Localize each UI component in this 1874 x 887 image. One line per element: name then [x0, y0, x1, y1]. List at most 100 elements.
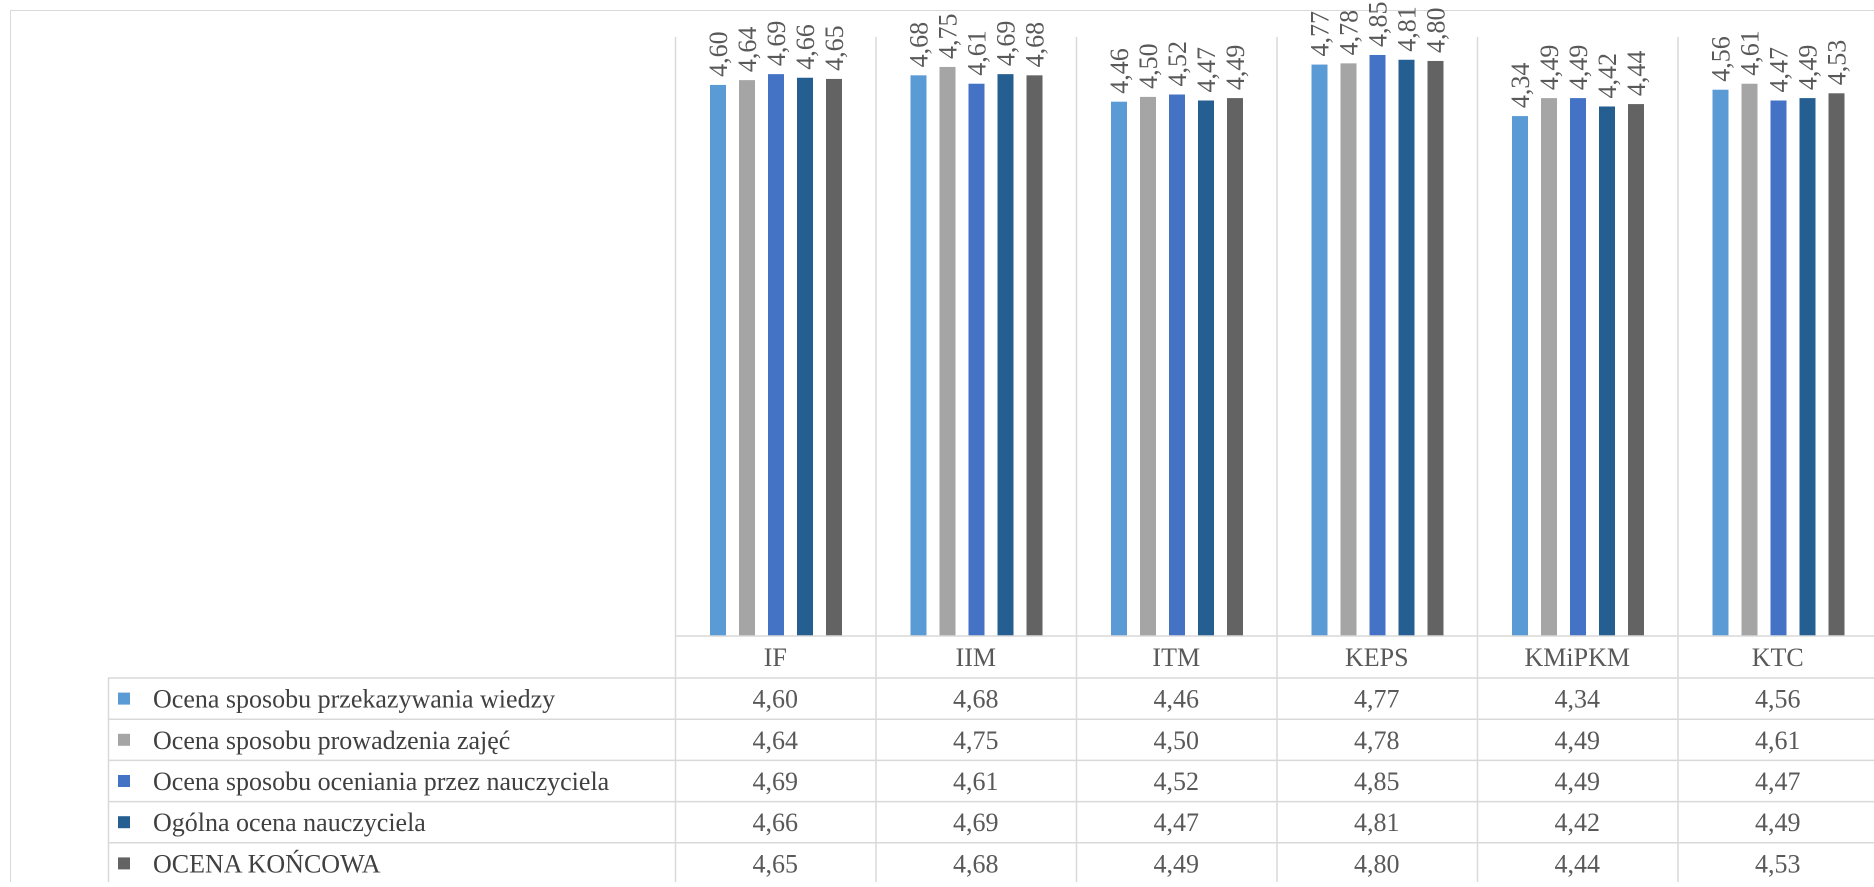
bar	[1771, 100, 1787, 636]
bar	[940, 67, 956, 636]
table-cell: 4,61	[953, 767, 999, 796]
data-label: 4,68	[905, 22, 934, 68]
bar	[1428, 61, 1444, 636]
data-label: 4,47	[1192, 47, 1221, 93]
bar	[1198, 100, 1214, 636]
bar	[1169, 95, 1185, 636]
data-label: 4,61	[1736, 30, 1765, 76]
data-label: 4,46	[1105, 48, 1134, 94]
table-cell: 4,53	[1755, 849, 1801, 878]
legend-key	[118, 857, 130, 869]
data-label: 4,75	[934, 13, 963, 59]
bar	[1599, 106, 1615, 636]
data-label: 4,47	[1765, 47, 1794, 93]
bar	[710, 85, 726, 636]
bar	[797, 78, 813, 636]
bar	[1512, 116, 1528, 636]
bar	[768, 74, 784, 636]
category-label: IIM	[956, 643, 996, 672]
data-label: 4,52	[1163, 41, 1192, 87]
bar	[1713, 90, 1729, 636]
data-label: 4,60	[704, 31, 733, 77]
bar	[1140, 97, 1156, 636]
table-cell: 4,49	[1555, 767, 1601, 796]
table-cell: 4,56	[1755, 685, 1801, 714]
table-cell: 4,49	[1555, 726, 1601, 755]
data-label: 4,69	[762, 21, 791, 67]
category-label: KEPS	[1345, 643, 1409, 672]
data-label: 4,66	[791, 24, 820, 70]
table-cell: 4,69	[953, 808, 999, 837]
table-cell: 4,49	[1154, 849, 1200, 878]
data-label: 4,42	[1593, 53, 1622, 99]
data-label: 4,78	[1335, 10, 1364, 56]
bar	[826, 79, 842, 636]
bar	[1541, 98, 1557, 636]
bar	[998, 74, 1014, 636]
table-cell: 4,47	[1755, 767, 1801, 796]
bar	[1800, 98, 1816, 636]
data-label: 4,65	[820, 25, 849, 71]
bar	[1027, 75, 1043, 636]
series-label: Ogólna ocena nauczyciela	[153, 808, 426, 837]
data-label: 4,85	[1364, 1, 1393, 47]
table-cell: 4,80	[1354, 849, 1400, 878]
legend-key	[118, 693, 130, 705]
series-label: OCENA KOŃCOWA	[153, 849, 381, 878]
data-label: 4,49	[1794, 45, 1823, 91]
table-cell: 4,60	[753, 685, 799, 714]
data-label: 4,49	[1535, 45, 1564, 91]
table-cell: 4,46	[1154, 685, 1200, 714]
bar	[739, 80, 755, 636]
bar	[1312, 65, 1328, 636]
bar	[1111, 102, 1127, 636]
legend-key	[118, 775, 130, 787]
bar	[1399, 60, 1415, 636]
bar	[1742, 84, 1758, 636]
legend-key	[118, 816, 130, 828]
table-cell: 4,61	[1755, 726, 1801, 755]
category-label: IF	[764, 643, 787, 672]
data-label: 4,53	[1823, 40, 1852, 86]
table-cell: 4,44	[1555, 849, 1601, 878]
bar	[1370, 55, 1386, 636]
table-cell: 4,78	[1354, 726, 1400, 755]
data-label: 4,61	[963, 30, 992, 76]
table-cell: 4,65	[753, 849, 799, 878]
data-label: 4,69	[992, 21, 1021, 67]
table-cell: 4,42	[1555, 808, 1601, 837]
data-label: 4,81	[1393, 6, 1422, 52]
bar	[969, 84, 985, 636]
bar	[1227, 98, 1243, 636]
legend-key	[118, 734, 130, 746]
data-label: 4,56	[1707, 36, 1736, 82]
table-cell: 4,75	[953, 726, 999, 755]
bar	[911, 75, 927, 636]
table-cell: 4,66	[753, 808, 799, 837]
series-label: Ocena sposobu przekazywania wiedzy	[153, 685, 555, 714]
table-cell: 4,64	[753, 726, 799, 755]
data-label: 4,77	[1306, 11, 1335, 57]
bar	[1341, 63, 1357, 636]
table-cell: 4,47	[1154, 808, 1200, 837]
table-cell: 4,68	[953, 849, 999, 878]
bar	[1570, 98, 1586, 636]
data-label: 4,80	[1422, 7, 1451, 53]
category-label: KMiPKM	[1525, 643, 1630, 672]
table-cell: 4,49	[1755, 808, 1801, 837]
bar	[1829, 93, 1845, 636]
table-cell: 4,34	[1555, 685, 1601, 714]
table-cell: 4,50	[1154, 726, 1200, 755]
table-cell: 4,85	[1354, 767, 1400, 796]
category-label: KTC	[1752, 643, 1804, 672]
table-cell: 4,81	[1354, 808, 1400, 837]
table-cell: 4,68	[953, 685, 999, 714]
category-label: ITM	[1152, 643, 1200, 672]
data-label: 4,50	[1134, 43, 1163, 89]
data-label: 4,49	[1564, 45, 1593, 91]
data-label: 4,44	[1622, 51, 1651, 97]
table-cell: 4,52	[1154, 767, 1200, 796]
table-cell: 4,77	[1354, 685, 1400, 714]
